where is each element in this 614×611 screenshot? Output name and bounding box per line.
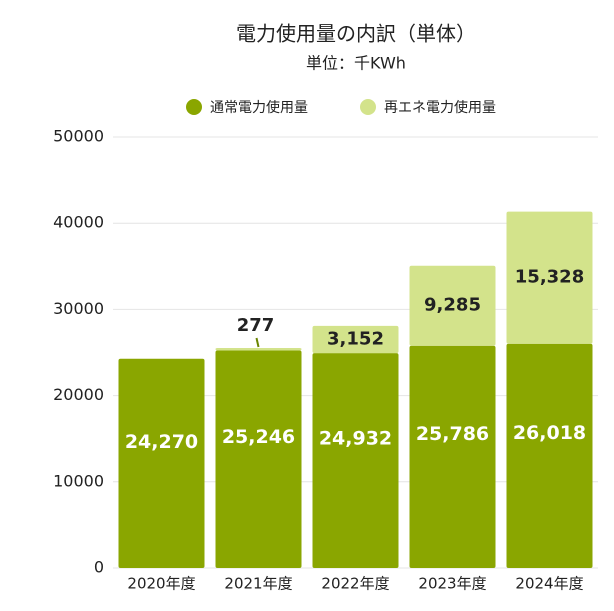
x-tick-label: 2024年度 [515, 575, 583, 593]
leader-line [255, 337, 260, 348]
bar-segment [409, 345, 496, 568]
legend-label: 再エネ電力使用量 [384, 99, 496, 116]
x-tick-label: 2023年度 [418, 575, 486, 593]
y-tick-label: 0 [94, 558, 104, 577]
value-label: 25,786 [416, 423, 489, 445]
value-label: 26,018 [513, 422, 586, 444]
bar-segment [506, 343, 593, 568]
value-label: 25,246 [222, 426, 295, 448]
y-tick-label: 10000 [53, 471, 104, 490]
legend-swatch [186, 99, 202, 115]
value-label: 9,285 [424, 295, 481, 316]
chart-title: 電力使用量の内訳（単体） [236, 22, 476, 46]
x-tick-label: 2020年度 [127, 575, 195, 593]
value-label: 277 [237, 315, 275, 336]
bar-segment [215, 347, 302, 351]
legend-label: 通常電力使用量 [210, 99, 308, 116]
y-tick-label: 20000 [53, 385, 104, 404]
value-label: 15,328 [515, 267, 584, 288]
value-label: 24,932 [319, 428, 392, 450]
bar-segment [409, 265, 496, 346]
y-tick-label: 30000 [53, 299, 104, 318]
bar-segment [312, 353, 399, 568]
x-tick-label: 2021年度 [224, 575, 292, 593]
x-tick-label: 2022年度 [321, 575, 389, 593]
chart-subtitle: 単位：千KWh [306, 54, 406, 73]
value-label: 24,270 [125, 431, 198, 453]
bar-segment [118, 358, 205, 568]
bar-segment [506, 211, 593, 344]
value-label: 3,152 [327, 329, 384, 350]
bar-segment [312, 325, 399, 354]
y-tick-label: 40000 [53, 213, 104, 232]
legend-swatch [360, 99, 376, 115]
y-tick-label: 50000 [53, 127, 104, 146]
bar-segment [215, 350, 302, 568]
